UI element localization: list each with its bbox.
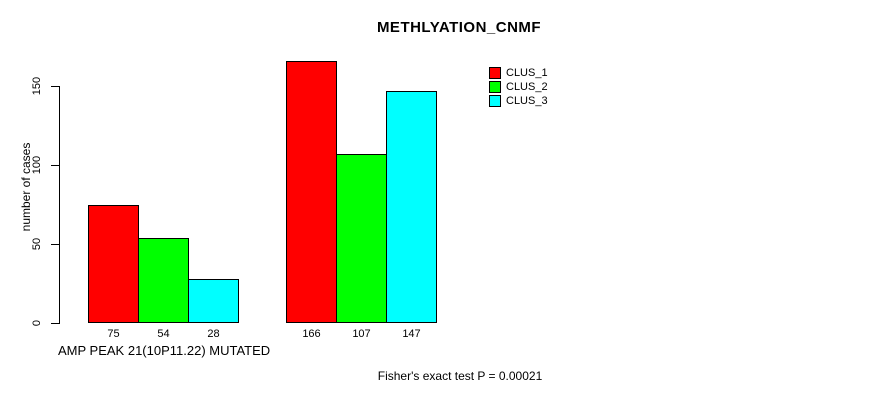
- legend-swatch-icon: [489, 67, 501, 79]
- bar-value-label: 107: [352, 328, 371, 340]
- x-axis-label: AMP PEAK 21(10P11.22) MUTATED: [58, 343, 271, 358]
- y-axis-tick-label: 150: [31, 76, 43, 96]
- legend-label: CLUS_2: [506, 81, 548, 93]
- bar-clus_3-group2: [386, 90, 437, 323]
- fisher-test-annotation: Fisher's exact test P = 0.00021: [377, 369, 543, 383]
- bar-value-label: 54: [157, 328, 170, 340]
- bar-clus_1-group2: [286, 60, 337, 323]
- y-axis-line: [59, 86, 60, 324]
- legend-item-clus_3: CLUS_3: [489, 94, 548, 108]
- legend-label: CLUS_3: [506, 95, 548, 107]
- y-axis-tick-label: 100: [31, 155, 43, 175]
- legend-label: CLUS_1: [506, 67, 548, 79]
- legend: CLUS_1 CLUS_2 CLUS_3: [489, 66, 548, 108]
- y-axis-tick-0: [51, 322, 59, 324]
- bar-clus_2-group1: [138, 237, 189, 323]
- bar-value-label: 28: [207, 328, 220, 340]
- bar-value-label: 166: [302, 328, 321, 340]
- legend-item-clus_2: CLUS_2: [489, 80, 548, 94]
- y-axis-tick-label: 0: [31, 319, 43, 327]
- bar-clus_3-group1: [188, 278, 239, 323]
- bar-value-label: 147: [402, 328, 421, 340]
- y-axis-tick-150: [51, 85, 59, 87]
- bar-clus_2-group2: [336, 153, 387, 323]
- bar-clus_1-group1: [88, 204, 139, 323]
- legend-item-clus_1: CLUS_1: [489, 66, 548, 80]
- legend-swatch-icon: [489, 81, 501, 93]
- y-axis-tick-100: [51, 164, 59, 166]
- y-axis-tick-50: [51, 243, 59, 245]
- chart-title: METHLYATION_CNMF: [376, 19, 542, 36]
- y-axis-tick-label: 50: [31, 237, 43, 251]
- bar-value-label: 75: [107, 328, 120, 340]
- legend-swatch-icon: [489, 95, 501, 107]
